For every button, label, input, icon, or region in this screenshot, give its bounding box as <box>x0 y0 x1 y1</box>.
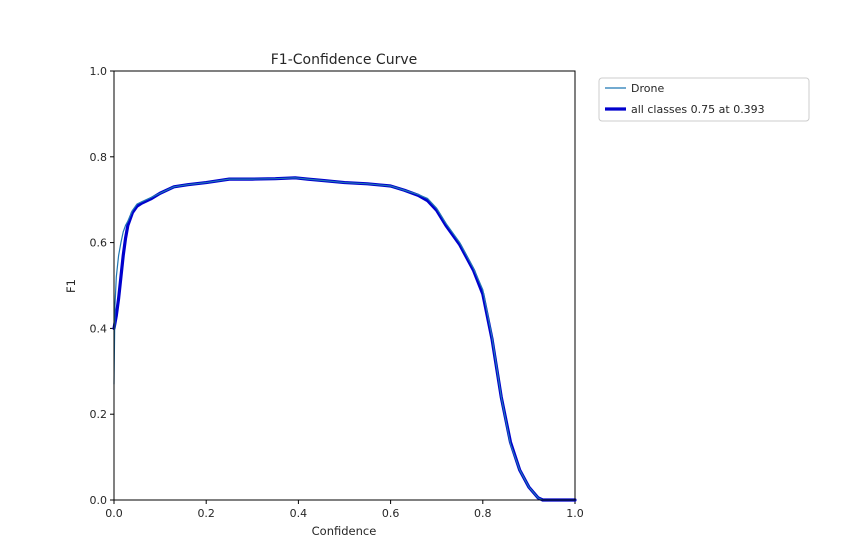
legend-box <box>598 77 810 122</box>
legend-label-all-classes: all classes 0.75 at 0.393 <box>631 103 765 116</box>
axis-ticks: 0.0 0.2 0.4 0.6 0.8 1.0 0.0 0.2 0.4 0.6 0.8 1.0 <box>90 65 584 520</box>
x-tick-label: 0.4 <box>290 507 308 520</box>
y-tick-label: 0.0 <box>90 494 108 507</box>
y-tick-label: 0.8 <box>90 151 108 164</box>
x-tick-label: 0.6 <box>382 507 400 520</box>
legend: Drone all classes 0.75 at 0.393 <box>598 77 810 122</box>
y-axis-label: F1 <box>64 279 78 293</box>
chart-title: F1-Confidence Curve <box>271 52 417 68</box>
y-tick-label: 0.2 <box>90 408 108 421</box>
plot-frame <box>113 70 576 501</box>
series-layer <box>112 176 577 502</box>
y-tick-label: 0.6 <box>90 237 108 250</box>
x-tick-label: 0.2 <box>197 507 215 520</box>
legend-label-drone: Drone <box>631 82 664 95</box>
series-line-drone <box>113 177 576 501</box>
x-tick-label: 0.8 <box>474 507 492 520</box>
y-tick-label: 1.0 <box>90 65 108 78</box>
x-tick-label: 1.0 <box>566 507 584 520</box>
x-axis-label: Confidence <box>312 524 377 538</box>
x-tick-label: 0.0 <box>105 507 123 520</box>
y-tick-label: 0.4 <box>90 322 108 335</box>
